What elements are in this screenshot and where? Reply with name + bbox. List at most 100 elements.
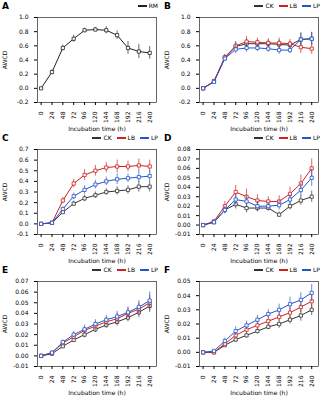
svg-text:144: 144 <box>264 111 271 123</box>
svg-text:48: 48 <box>221 111 228 119</box>
svg-text:0: 0 <box>199 375 206 379</box>
svg-text:240: 240 <box>146 111 153 123</box>
svg-text:0.6: 0.6 <box>19 42 29 49</box>
svg-text:72: 72 <box>70 243 77 251</box>
svg-text:192: 192 <box>124 243 131 255</box>
svg-text:96: 96 <box>242 243 249 251</box>
svg-text:Incubation time (h): Incubation time (h) <box>68 257 126 264</box>
svg-text:0.05: 0.05 <box>15 299 29 306</box>
svg-text:216: 216 <box>297 243 304 255</box>
svg-text:168: 168 <box>275 375 282 387</box>
svg-text:0.04: 0.04 <box>177 292 191 299</box>
svg-text:0.6: 0.6 <box>181 42 191 49</box>
svg-text:0.8: 0.8 <box>19 28 29 35</box>
svg-text:72: 72 <box>232 243 239 251</box>
svg-text:168: 168 <box>113 375 120 387</box>
svg-text:0.00: 0.00 <box>177 221 191 228</box>
svg-text:24: 24 <box>48 111 55 119</box>
svg-text:0.05: 0.05 <box>177 174 191 181</box>
svg-text:-0.2: -0.2 <box>179 98 191 105</box>
svg-text:0.0: 0.0 <box>19 84 29 91</box>
svg-text:Incubation time (h): Incubation time (h) <box>230 389 288 396</box>
svg-text:Incubation time (h): Incubation time (h) <box>230 125 288 132</box>
svg-text:-0.01: -0.01 <box>13 362 29 369</box>
svg-text:0.00: 0.00 <box>15 352 29 359</box>
svg-text:192: 192 <box>286 375 293 387</box>
svg-text:0.2: 0.2 <box>19 70 29 77</box>
svg-text:0: 0 <box>199 243 206 247</box>
svg-text:144: 144 <box>102 243 109 255</box>
svg-text:120: 120 <box>253 375 260 387</box>
svg-text:48: 48 <box>59 243 66 251</box>
svg-text:0.02: 0.02 <box>177 320 191 327</box>
svg-text:0.7: 0.7 <box>19 145 29 152</box>
svg-text:0.04: 0.04 <box>15 309 29 316</box>
svg-text:96: 96 <box>242 111 249 119</box>
svg-text:216: 216 <box>135 375 142 387</box>
svg-text:72: 72 <box>70 111 77 119</box>
svg-text:168: 168 <box>113 243 120 255</box>
svg-text:0.01: 0.01 <box>177 212 191 219</box>
svg-text:0.03: 0.03 <box>177 193 191 200</box>
svg-text:24: 24 <box>210 111 217 119</box>
svg-text:0: 0 <box>37 111 44 115</box>
svg-text:216: 216 <box>135 243 142 255</box>
svg-text:Incubation time (h): Incubation time (h) <box>68 125 126 132</box>
svg-text:48: 48 <box>221 375 228 383</box>
svg-text:1.0: 1.0 <box>19 13 29 20</box>
svg-text:Incubation time (h): Incubation time (h) <box>230 257 288 264</box>
svg-text:AWCD: AWCD <box>1 50 8 69</box>
svg-text:AWCD: AWCD <box>163 182 170 201</box>
svg-text:0.07: 0.07 <box>177 155 191 162</box>
svg-text:240: 240 <box>146 243 153 255</box>
svg-text:48: 48 <box>59 111 66 119</box>
svg-text:AWCD: AWCD <box>1 182 8 201</box>
svg-text:0.07: 0.07 <box>15 277 29 284</box>
svg-text:96: 96 <box>80 243 87 251</box>
svg-text:0.0: 0.0 <box>19 220 29 227</box>
svg-text:168: 168 <box>275 111 282 123</box>
svg-text:168: 168 <box>113 111 120 123</box>
svg-text:168: 168 <box>275 243 282 255</box>
svg-text:AWCD: AWCD <box>163 314 170 333</box>
svg-text:0.8: 0.8 <box>181 28 191 35</box>
svg-text:120: 120 <box>253 111 260 123</box>
svg-text:0.4: 0.4 <box>19 56 29 63</box>
svg-text:72: 72 <box>232 375 239 383</box>
svg-text:0: 0 <box>37 375 44 379</box>
svg-text:120: 120 <box>91 111 98 123</box>
svg-text:48: 48 <box>59 375 66 383</box>
svg-text:144: 144 <box>264 243 271 255</box>
svg-text:96: 96 <box>242 375 249 383</box>
svg-text:48: 48 <box>221 243 228 251</box>
svg-text:24: 24 <box>48 243 55 251</box>
svg-text:0.02: 0.02 <box>177 202 191 209</box>
svg-text:0.04: 0.04 <box>177 183 191 190</box>
svg-text:1.0: 1.0 <box>181 13 191 20</box>
svg-text:120: 120 <box>91 375 98 387</box>
svg-text:240: 240 <box>308 243 315 255</box>
svg-text:0.6: 0.6 <box>19 156 29 163</box>
svg-text:240: 240 <box>146 375 153 387</box>
svg-text:96: 96 <box>80 111 87 119</box>
svg-text:24: 24 <box>48 375 55 383</box>
svg-text:216: 216 <box>297 375 304 387</box>
svg-text:0.05: 0.05 <box>177 277 191 284</box>
svg-text:Incubation time (h): Incubation time (h) <box>68 389 126 396</box>
svg-text:0: 0 <box>37 243 44 247</box>
svg-text:0.08: 0.08 <box>177 145 191 152</box>
svg-text:120: 120 <box>253 243 260 255</box>
svg-text:-0.01: -0.01 <box>175 362 191 369</box>
svg-text:240: 240 <box>308 111 315 123</box>
svg-text:192: 192 <box>124 375 131 387</box>
svg-text:AWCD: AWCD <box>1 314 8 333</box>
svg-text:192: 192 <box>124 111 131 123</box>
svg-text:-0.01: -0.01 <box>175 230 191 237</box>
svg-text:144: 144 <box>264 375 271 387</box>
svg-text:96: 96 <box>80 375 87 383</box>
svg-text:144: 144 <box>102 375 109 387</box>
svg-text:0.00: 0.00 <box>177 348 191 355</box>
svg-text:0.5: 0.5 <box>19 167 29 174</box>
svg-text:24: 24 <box>210 243 217 251</box>
svg-text:72: 72 <box>232 111 239 119</box>
